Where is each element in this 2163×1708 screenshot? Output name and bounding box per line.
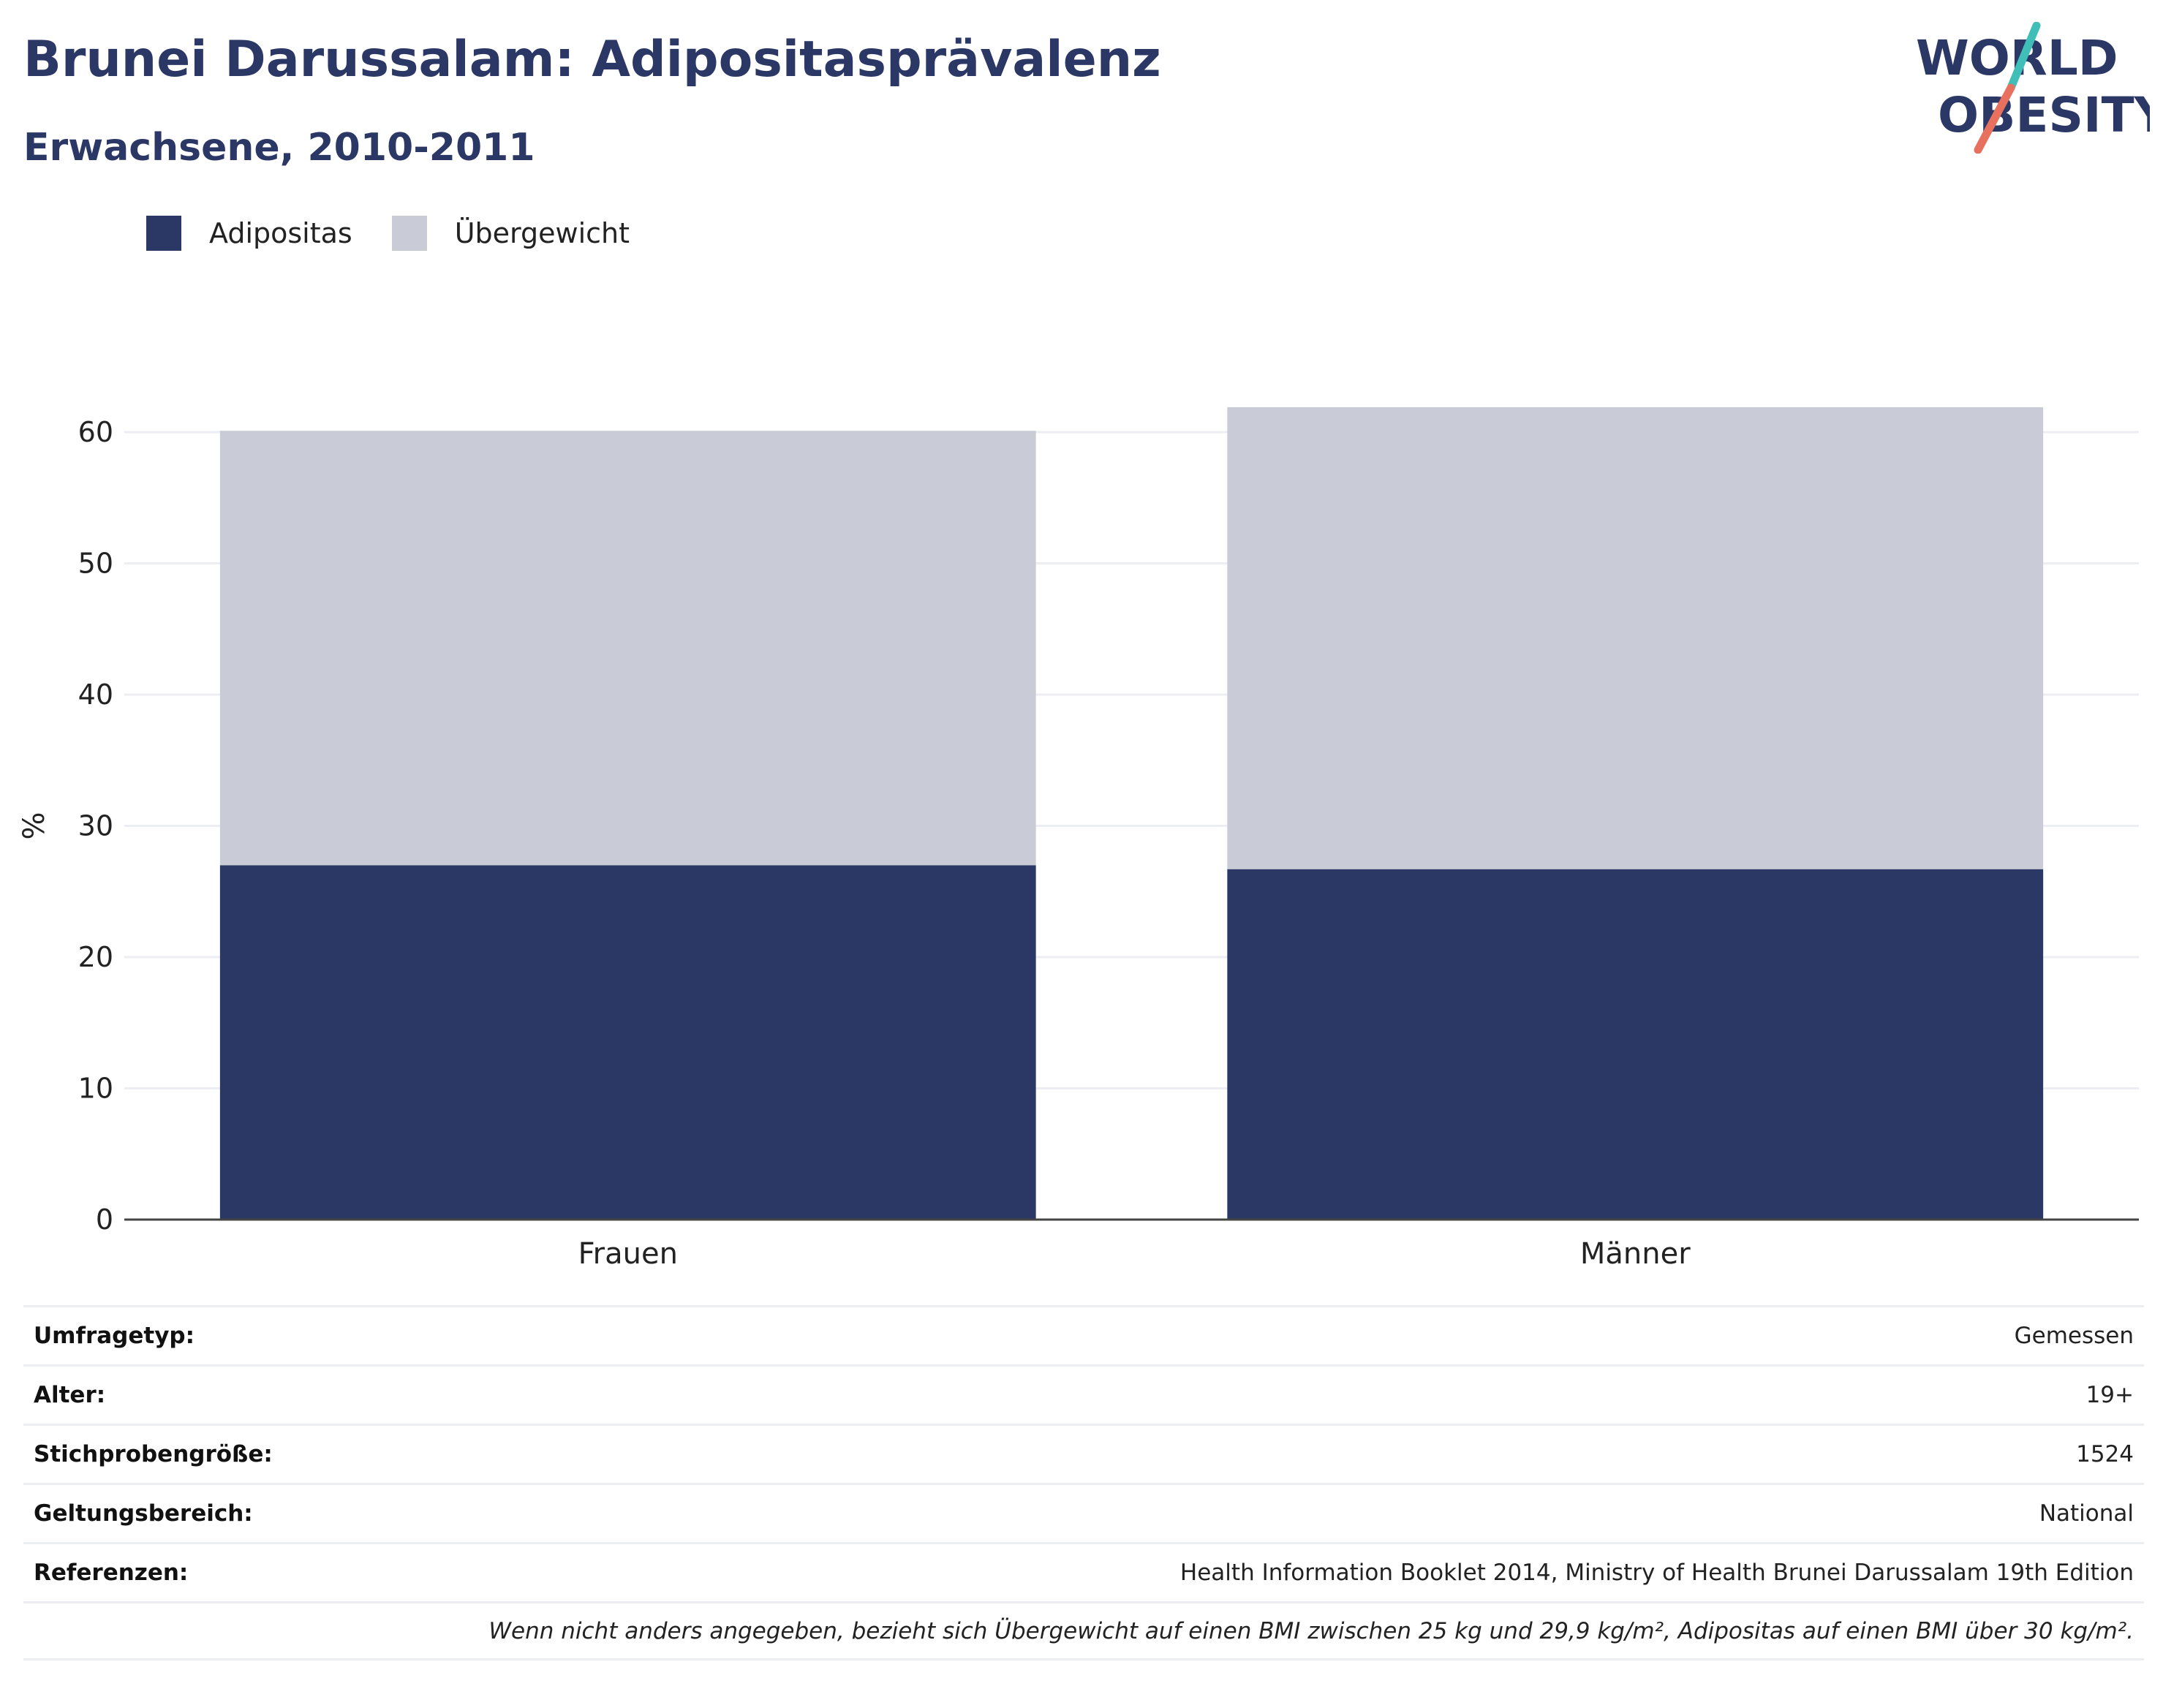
bar-adipositas-1 (1227, 869, 2044, 1220)
world-obesity-logo: WORLD OBESITY (1916, 22, 2150, 154)
y-tick-label: 60 (78, 416, 113, 448)
info-row-stichprobengroesse: Stichprobengröße: 1524 (23, 1424, 2144, 1483)
stacked-bar-chart: 0 10 20 30 40 50 60% Frauen Männer (18, 407, 2139, 1271)
logo-slash-teal (2007, 22, 2041, 92)
info-label: Umfragetyp: (34, 1323, 195, 1349)
legend-swatch-adipositas (146, 216, 181, 251)
logo-slash-coral (1974, 83, 2015, 154)
info-value: 19+ (2085, 1382, 2134, 1408)
info-label: Geltungsbereich: (34, 1500, 253, 1527)
chart-subtitle: Erwachsene, 2010-2011 (23, 126, 535, 170)
definition-note: Wenn nicht anders angegeben, bezieht sic… (488, 1617, 2134, 1644)
legend-swatch-uebergewicht (391, 216, 427, 251)
info-row-alter: Alter: 19+ (23, 1364, 2144, 1424)
y-tick-label: 0 (96, 1203, 113, 1236)
y-tick-label: 20 (78, 941, 113, 973)
bar-uebergewicht-1 (1227, 407, 2044, 869)
bar-adipositas-0 (219, 865, 1036, 1220)
info-row-referenzen: Referenzen: Health Information Booklet 2… (23, 1542, 2144, 1601)
info-row-umfragetyp: Umfragetyp: Gemessen (23, 1305, 2144, 1364)
legend-label-adipositas: Adipositas (209, 217, 352, 249)
info-value: Gemessen (2014, 1323, 2134, 1349)
info-value: 1524 (2076, 1441, 2134, 1467)
bar-uebergewicht-0 (219, 431, 1036, 866)
y-tick-label: 30 (78, 810, 113, 842)
x-tick-label: Männer (1580, 1237, 1691, 1271)
x-tick-label: Frauen (578, 1237, 678, 1271)
legend-item-uebergewicht[interactable]: Übergewicht (391, 216, 630, 251)
info-value: Health Information Booklet 2014, Ministr… (1179, 1560, 2134, 1586)
legend-label-uebergewicht: Übergewicht (454, 217, 630, 249)
legend-item-adipositas[interactable]: Adipositas (146, 216, 352, 251)
logo-line2: OBESITY (1938, 87, 2150, 143)
info-value: National (2039, 1500, 2134, 1527)
info-label: Stichprobengröße: (34, 1441, 273, 1467)
y-tick-label: 50 (78, 548, 113, 580)
y-axis-label: % (18, 812, 51, 839)
survey-info-table: Umfragetyp: Gemessen Alter: 19+ Stichpro… (23, 1305, 2144, 1660)
y-tick-label: 10 (78, 1073, 113, 1105)
info-label: Referenzen: (34, 1560, 189, 1586)
definition-note-row: Wenn nicht anders angegeben, bezieht sic… (23, 1601, 2144, 1660)
info-label: Alter: (34, 1382, 106, 1408)
legend: Adipositas Übergewicht (146, 216, 669, 251)
y-tick-label: 40 (78, 679, 113, 711)
chart-title: Brunei Darussalam: Adipositasprävalenz (23, 31, 1161, 88)
info-row-geltungsbereich: Geltungsbereich: National (23, 1483, 2144, 1542)
